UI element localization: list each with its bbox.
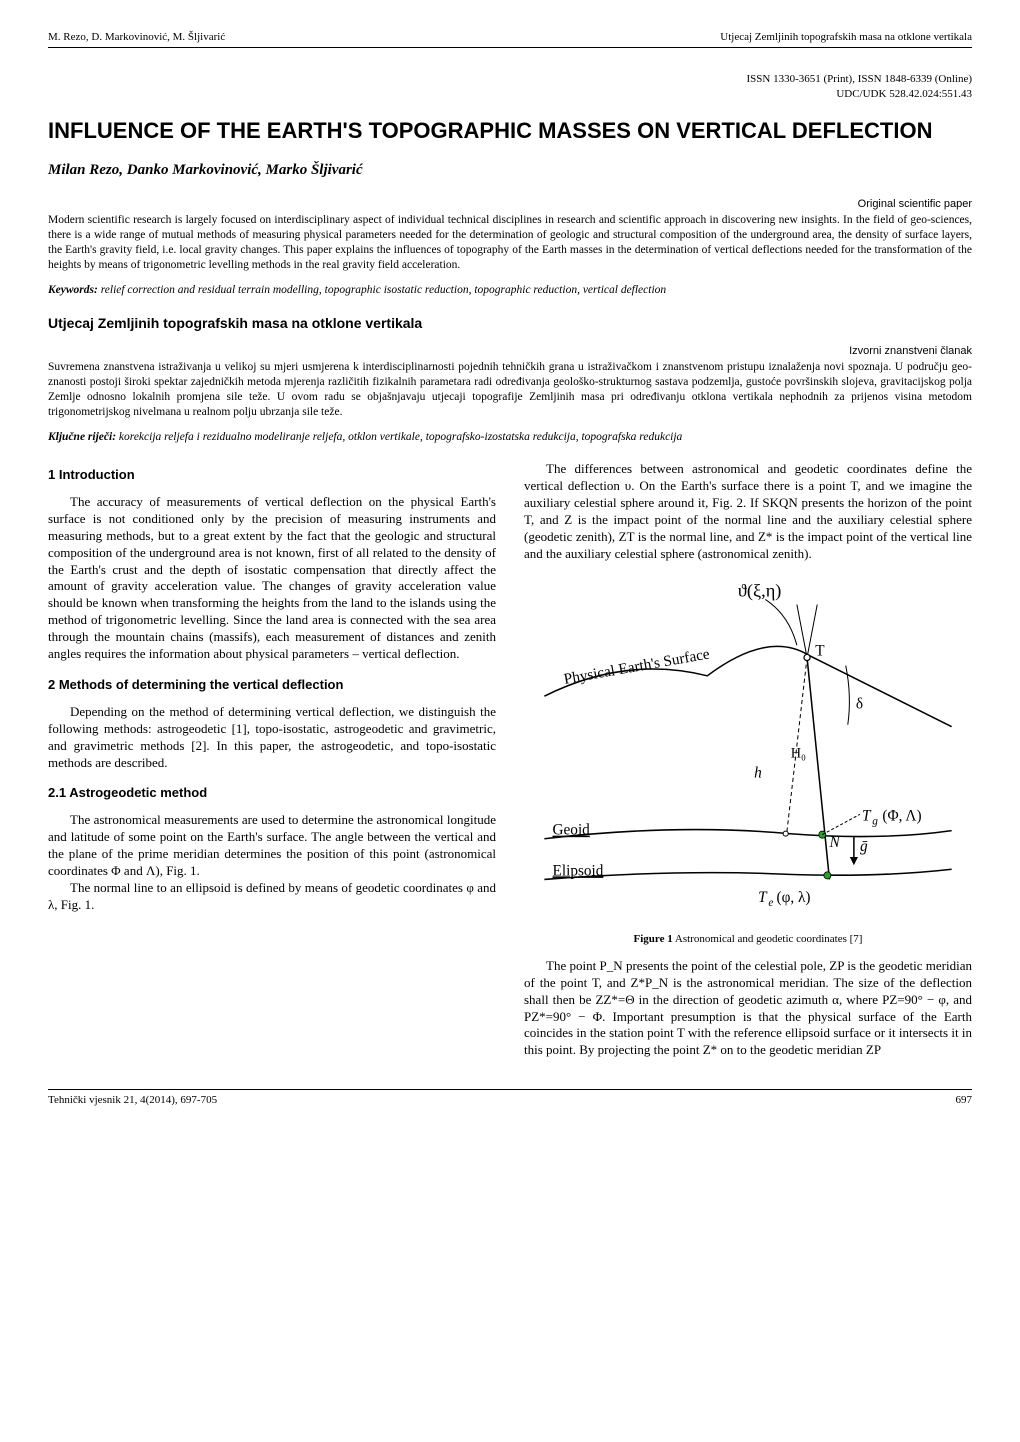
subtitle-hr: Utjecaj Zemljinih topografskih masa na o… <box>48 314 972 332</box>
figure-1-caption-text: Astronomical and geodetic coordinates [7… <box>675 933 863 945</box>
paper-type-hr: Izvorni znanstveni članak <box>48 344 972 358</box>
keywords-label-hr: Ključne riječi: <box>48 431 116 443</box>
keywords-label-en: Keywords: <box>48 284 98 296</box>
fig1-Te-sub: e <box>768 897 773 909</box>
section-2-heading: 2 Methods of determining the vertical de… <box>48 677 496 694</box>
section-2-p1: Depending on the method of determining v… <box>48 704 496 772</box>
section-21-heading: 2.1 Astrogeodetic method <box>48 785 496 802</box>
footer-right: 697 <box>956 1093 973 1107</box>
figure-1-caption-bold: Figure 1 <box>634 933 673 945</box>
left-column: 1 Introduction The accuracy of measureme… <box>48 461 496 1059</box>
fig1-delta-label: δ <box>856 696 863 713</box>
keywords-text-en: relief correction and residual terrain m… <box>98 284 666 296</box>
fig1-Tg-label: T <box>862 808 872 825</box>
fig1-h-label: h <box>754 765 762 782</box>
fig1-Tg-sub: g <box>872 816 878 828</box>
issn-line2: UDC/UDK 528.42.024:551.43 <box>48 87 972 101</box>
right-column: The differences between astronomical and… <box>524 461 972 1059</box>
section-21-p2: The normal line to an ellipsoid is defin… <box>48 880 496 914</box>
authors: Milan Rezo, Danko Markovinović, Marko Šl… <box>48 161 972 181</box>
fig1-Te-coords: (φ, λ) <box>777 889 811 906</box>
page-header: M. Rezo, D. Markovinović, M. Šljivarić U… <box>48 30 972 48</box>
header-right: Utjecaj Zemljinih topografskih masa na o… <box>720 30 972 44</box>
fig1-surface-label: Physical Earth's Surface <box>562 646 711 688</box>
paper-type-en: Original scientific paper <box>48 197 972 211</box>
keywords-text-hr: korekcija reljefa i rezidualno modeliran… <box>116 431 682 443</box>
keywords-en-block: Keywords: relief correction and residual… <box>48 283 972 298</box>
header-left: M. Rezo, D. Markovinović, M. Šljivarić <box>48 30 225 44</box>
keywords-hr-block: Ključne riječi: korekcija reljefa i rezi… <box>48 430 972 445</box>
fig1-Tg-coords: (Φ, Λ) <box>882 808 921 825</box>
fig1-geoid-label: Geoid <box>553 822 591 839</box>
fig1-N-label: N <box>828 834 840 851</box>
footer-left: Tehnički vjesnik 21, 4(2014), 697-705 <box>48 1093 217 1107</box>
section-1-heading: 1 Introduction <box>48 467 496 484</box>
abstract-en: Modern scientific research is largely fo… <box>48 213 972 273</box>
two-column-layout: 1 Introduction The accuracy of measureme… <box>48 461 972 1059</box>
fig1-Te-label: T <box>758 889 768 906</box>
fig1-H0-label: H₀ <box>791 746 806 762</box>
fig1-T-label: T <box>815 643 825 660</box>
fig1-g-label: ḡ <box>860 838 868 855</box>
issn-block: ISSN 1330-3651 (Print), ISSN 1848-6339 (… <box>48 72 972 101</box>
figure-1-svg: ϑ(ξ,η) T Physical Earth's Surface δ H₀ h… <box>524 574 972 920</box>
fig1-elipsoid-label: Elipsoid <box>553 863 604 880</box>
fig1-theta-label: ϑ(ξ,η) <box>738 581 782 602</box>
col2-p1: The differences between astronomical and… <box>524 461 972 562</box>
abstract-hr: Suvremena znanstvena istraživanja u veli… <box>48 360 972 420</box>
col2-p2: The point P_N presents the point of the … <box>524 958 972 1059</box>
paper-title: INFLUENCE OF THE EARTH'S TOPOGRAPHIC MAS… <box>48 117 972 146</box>
figure-1: ϑ(ξ,η) T Physical Earth's Surface δ H₀ h… <box>524 574 972 945</box>
issn-line1: ISSN 1330-3651 (Print), ISSN 1848-6339 (… <box>48 72 972 86</box>
section-21-p1: The astronomical measurements are used t… <box>48 812 496 880</box>
page-footer: Tehnički vjesnik 21, 4(2014), 697-705 69… <box>48 1089 972 1107</box>
section-1-p1: The accuracy of measurements of vertical… <box>48 494 496 663</box>
figure-1-caption: Figure 1 Astronomical and geodetic coord… <box>524 932 972 946</box>
